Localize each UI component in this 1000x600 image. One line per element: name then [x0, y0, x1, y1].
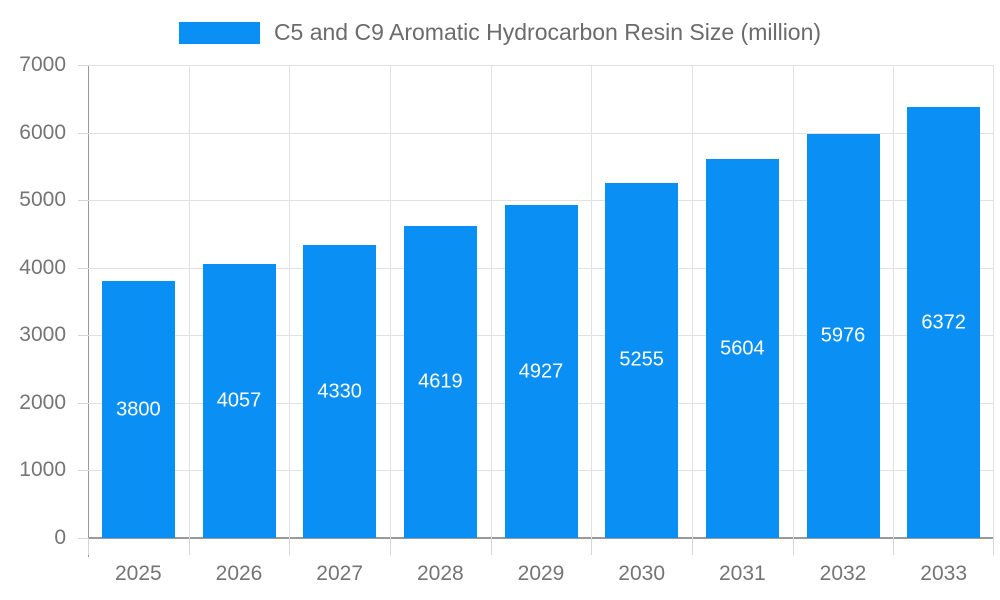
y-axis-tick-label: 2000: [19, 390, 66, 414]
x-tick: [88, 538, 89, 555]
bar-value-label: 5976: [820, 324, 866, 347]
x-tick: [993, 538, 994, 555]
x-gridline: [993, 65, 994, 538]
bar-value-label: 5255: [619, 348, 664, 371]
x-tick: [289, 538, 291, 555]
bar-2030[interactable]: [605, 182, 679, 538]
x-axis-line: [88, 537, 994, 539]
bar-2032[interactable]: [806, 134, 880, 538]
x-tick: [188, 538, 190, 555]
x-axis-tick-label: 2027: [316, 562, 364, 585]
x-axis-tick-label: 2029: [517, 562, 565, 585]
y-tick: [78, 132, 88, 134]
x-gridline: [692, 65, 693, 538]
y-tick: [78, 200, 88, 202]
x-axis-tick-label: 2033: [920, 562, 968, 585]
y-gridline: [88, 200, 994, 202]
bar-value-label: 4330: [317, 380, 362, 403]
x-axis-tick-label: 2026: [215, 562, 263, 585]
legend-label: C5 and C9 Aromatic Hydrocarbon Resin Siz…: [273, 19, 822, 45]
x-axis-tick-label: 2025: [114, 562, 162, 585]
bar-value-label: 4619: [418, 370, 463, 393]
bar-value-label: 6372: [921, 311, 966, 334]
x-gridline: [591, 65, 593, 538]
bar-value-label: 4927: [518, 360, 564, 383]
bar-2031[interactable]: [705, 159, 779, 538]
x-tick: [792, 538, 794, 555]
bar-value-label: 5604: [720, 337, 765, 360]
bar-2027[interactable]: [303, 245, 377, 538]
x-gridline: [893, 65, 895, 538]
x-axis-tick-label: 2028: [416, 562, 464, 585]
x-tick: [692, 538, 693, 555]
y-axis-tick-label: 4000: [19, 255, 66, 279]
y-axis-tick-label: 0: [54, 526, 66, 549]
x-tick: [591, 538, 593, 555]
chart-legend[interactable]: C5 and C9 Aromatic Hydrocarbon Resin Siz…: [0, 19, 1000, 46]
bar-2029[interactable]: [504, 205, 578, 538]
x-tick: [893, 538, 895, 555]
bar-2028[interactable]: [403, 225, 477, 538]
x-tick: [390, 538, 391, 555]
bar-2026[interactable]: [202, 263, 276, 538]
y-gridline: [88, 132, 994, 134]
legend-swatch-icon: [178, 21, 260, 44]
x-gridline: [792, 65, 794, 538]
y-tick: [78, 65, 88, 66]
bar-2025[interactable]: [101, 281, 175, 538]
y-axis-tick-label: 5000: [19, 188, 66, 212]
bar-value-label: 3800: [116, 398, 161, 421]
x-gridline: [188, 65, 190, 538]
y-tick: [78, 538, 88, 539]
y-axis-tick-label: 7000: [19, 53, 66, 76]
y-tick: [78, 470, 88, 472]
y-tick: [78, 267, 88, 269]
y-gridline: [88, 65, 994, 66]
x-axis-tick-label: 2031: [718, 562, 766, 585]
x-gridline: [490, 65, 492, 538]
y-tick: [78, 402, 88, 404]
x-axis-tick-label: 2032: [819, 562, 867, 585]
x-axis-tick-label: 2030: [618, 562, 666, 585]
bar-2033[interactable]: [907, 107, 981, 538]
y-axis-tick-label: 3000: [19, 323, 66, 347]
bar-value-label: 4057: [216, 389, 262, 412]
x-gridline: [289, 65, 291, 538]
plot-area: 0 1000 2000 3000 4000 5000 6000 7000 3800 2025 405…: [19, 53, 994, 585]
x-tick: [490, 538, 492, 555]
y-tick: [78, 335, 88, 337]
x-gridline: [390, 65, 391, 538]
y-axis-tick-label: 6000: [19, 120, 66, 144]
y-axis-tick-label: 1000: [19, 458, 66, 482]
y-axis-line: [88, 65, 89, 557]
